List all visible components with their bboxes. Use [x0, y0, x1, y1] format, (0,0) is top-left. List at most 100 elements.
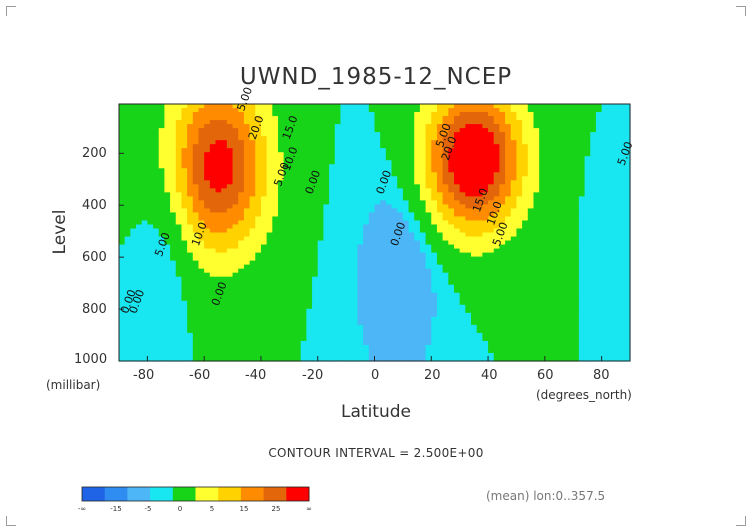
contour-cell	[368, 116, 376, 121]
contour-cell	[124, 268, 131, 274]
contour-cell	[192, 244, 200, 250]
contour-cell	[493, 176, 501, 181]
contour-cell	[493, 256, 501, 262]
contour-cell	[283, 228, 290, 234]
contour-cell	[170, 344, 177, 350]
contour-cell	[277, 312, 285, 318]
contour-cell	[414, 108, 421, 113]
contour-cell	[391, 196, 398, 201]
contour-cell	[476, 260, 483, 266]
contour-cell	[419, 204, 427, 210]
contour-cell	[414, 212, 421, 218]
contour-cell	[124, 180, 131, 185]
contour-cell	[448, 164, 455, 169]
contour-cell	[402, 272, 410, 278]
contour-cell	[249, 248, 256, 254]
contour-cell	[226, 228, 234, 234]
contour-cell	[482, 120, 489, 125]
contour-cell	[232, 300, 239, 306]
contour-cell	[283, 336, 290, 342]
contour-cell	[232, 252, 239, 258]
contour-cell	[198, 344, 205, 350]
contour-cell	[391, 264, 398, 270]
contour-cell	[289, 332, 296, 338]
contour-cell	[136, 220, 143, 226]
contour-cell	[488, 168, 495, 173]
contour-cell	[141, 216, 148, 222]
contour-cell	[164, 292, 171, 298]
contour-cell	[357, 240, 364, 246]
contour-cell	[221, 224, 228, 230]
contour-cell	[215, 248, 222, 254]
contour-cell	[306, 296, 313, 302]
contour-cell	[493, 280, 501, 286]
contour-cell	[209, 284, 217, 290]
contour-cell	[232, 292, 239, 298]
contour-cell	[556, 348, 563, 354]
contour-cell	[368, 104, 376, 109]
contour-cell	[380, 204, 387, 210]
contour-cell	[204, 232, 211, 238]
contour-cell	[164, 176, 171, 181]
contour-cell	[471, 108, 478, 113]
contour-cell	[436, 180, 444, 185]
contour-cell	[283, 188, 290, 193]
contour-cell	[357, 296, 364, 302]
contour-cell	[289, 340, 296, 346]
contour-cell	[289, 160, 296, 165]
contour-cell	[402, 348, 410, 354]
contour-cell	[516, 340, 523, 346]
contour-cell	[431, 224, 438, 230]
contour-cell	[141, 240, 148, 246]
contour-cell	[334, 108, 342, 113]
contour-cell	[181, 316, 188, 322]
contour-cell	[442, 276, 449, 282]
contour-cell	[141, 188, 148, 193]
contour-cell	[459, 256, 466, 262]
contour-cell	[204, 152, 211, 157]
contour-cell	[204, 204, 211, 210]
contour-cell	[408, 236, 415, 242]
contour-cell	[272, 220, 279, 226]
contour-cell	[363, 324, 370, 330]
contour-cell	[226, 140, 234, 145]
contour-cell	[153, 208, 160, 214]
contour-cell	[226, 272, 234, 278]
contour-cell	[192, 224, 200, 230]
contour-cell	[408, 168, 415, 173]
contour-cell	[419, 128, 427, 133]
contour-cell	[397, 308, 404, 314]
contour-cell	[153, 216, 160, 222]
contour-cell	[317, 308, 324, 314]
contour-cell	[431, 340, 438, 346]
contour-cell	[204, 272, 211, 278]
contour-cell	[226, 132, 234, 137]
contour-cell	[516, 212, 523, 218]
contour-cell	[158, 112, 166, 117]
contour-cell	[277, 120, 285, 125]
contour-cell	[300, 268, 307, 274]
contour-cell	[312, 288, 319, 294]
contour-cell	[170, 284, 177, 290]
contour-cell	[482, 304, 489, 310]
contour-cell	[141, 184, 148, 189]
contour-cell	[476, 156, 483, 161]
contour-cell	[442, 120, 449, 125]
contour-cell	[277, 336, 285, 342]
contour-cell	[209, 132, 217, 137]
contour-cell	[158, 124, 166, 129]
contour-cell	[124, 320, 131, 326]
contour-cell	[300, 184, 307, 189]
contour-cell	[499, 108, 506, 113]
contour-cell	[238, 144, 245, 149]
contour-cell	[238, 268, 245, 274]
contour-cell	[255, 340, 262, 346]
contour-cell	[544, 308, 552, 314]
contour-cell	[522, 236, 529, 242]
contour-cell	[505, 192, 512, 197]
contour-cell	[249, 224, 256, 230]
contour-cell	[391, 156, 398, 161]
contour-cell	[539, 304, 546, 310]
contour-cell	[266, 116, 273, 121]
contour-cell	[306, 292, 313, 298]
